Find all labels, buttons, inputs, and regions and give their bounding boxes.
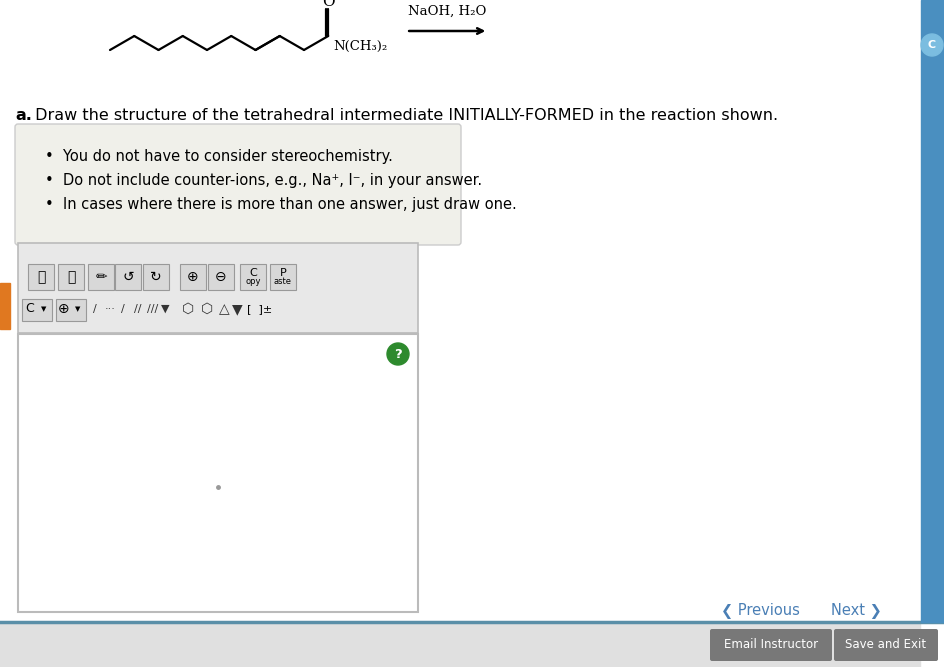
Bar: [143, 264, 169, 290]
Bar: [0, 622, 920, 667]
Text: ⬡: ⬡: [182, 302, 194, 316]
Circle shape: [921, 34, 943, 56]
Text: ⊕: ⊕: [187, 270, 199, 284]
FancyBboxPatch shape: [15, 124, 461, 245]
Text: 🪣: 🪣: [67, 270, 76, 284]
Text: ▼: ▼: [76, 306, 80, 312]
Bar: [28, 264, 54, 290]
Text: Save and Exit: Save and Exit: [846, 638, 927, 652]
Bar: [208, 264, 234, 290]
Text: a.: a.: [15, 108, 32, 123]
Text: NaOH, H₂O: NaOH, H₂O: [408, 5, 486, 18]
Text: •  In cases where there is more than one answer, just draw one.: • In cases where there is more than one …: [45, 197, 516, 212]
Bar: [88, 264, 114, 290]
Text: ❮ Previous: ❮ Previous: [720, 603, 800, 619]
Text: C: C: [249, 268, 257, 278]
Bar: [56, 299, 86, 321]
Text: /: /: [93, 304, 97, 314]
Text: [  ]±: [ ]±: [247, 304, 273, 314]
FancyBboxPatch shape: [710, 629, 832, 661]
Bar: [58, 264, 84, 290]
Text: ⊖: ⊖: [215, 270, 227, 284]
Bar: [115, 264, 141, 290]
Bar: [180, 264, 206, 290]
Text: ···: ···: [105, 304, 115, 314]
Circle shape: [387, 343, 409, 365]
Bar: [270, 264, 296, 290]
Text: aste: aste: [274, 277, 292, 287]
Text: ↺: ↺: [122, 270, 134, 284]
Bar: [240, 264, 266, 290]
Text: ▼: ▼: [160, 304, 169, 314]
Bar: [18, 334, 418, 612]
Text: ▼: ▼: [42, 306, 46, 312]
Bar: [921, 0, 944, 622]
Text: C: C: [928, 40, 936, 50]
Text: P: P: [279, 268, 286, 278]
Text: ⊕: ⊕: [59, 302, 70, 316]
Text: N(CH₃)₂: N(CH₃)₂: [333, 39, 387, 53]
FancyBboxPatch shape: [834, 629, 938, 661]
Text: C: C: [25, 303, 34, 315]
Text: Email Instructor: Email Instructor: [724, 638, 818, 652]
Text: ⬡: ⬡: [201, 302, 213, 316]
Bar: [0, 283, 10, 329]
Text: O: O: [322, 0, 334, 9]
Text: Draw the structure of the tetrahedral intermediate INITIALLY-FORMED in the react: Draw the structure of the tetrahedral in…: [30, 108, 778, 123]
Text: ↻: ↻: [150, 270, 161, 284]
Text: ✏: ✏: [95, 270, 107, 284]
Text: •  You do not have to consider stereochemistry.: • You do not have to consider stereochem…: [45, 149, 393, 164]
Text: ▼: ▼: [231, 302, 243, 316]
Text: /: /: [121, 304, 125, 314]
Text: ✋: ✋: [37, 270, 45, 284]
Text: ?: ?: [395, 348, 402, 360]
Text: Next ❯: Next ❯: [831, 603, 882, 619]
Bar: [18, 243, 418, 333]
Text: //: //: [134, 304, 142, 314]
Bar: [22, 299, 52, 321]
Text: opy: opy: [245, 277, 261, 287]
Text: ///: ///: [147, 304, 159, 314]
Text: •  Do not include counter-ions, e.g., Na⁺, I⁻, in your answer.: • Do not include counter-ions, e.g., Na⁺…: [45, 173, 482, 188]
Text: △: △: [219, 302, 229, 316]
